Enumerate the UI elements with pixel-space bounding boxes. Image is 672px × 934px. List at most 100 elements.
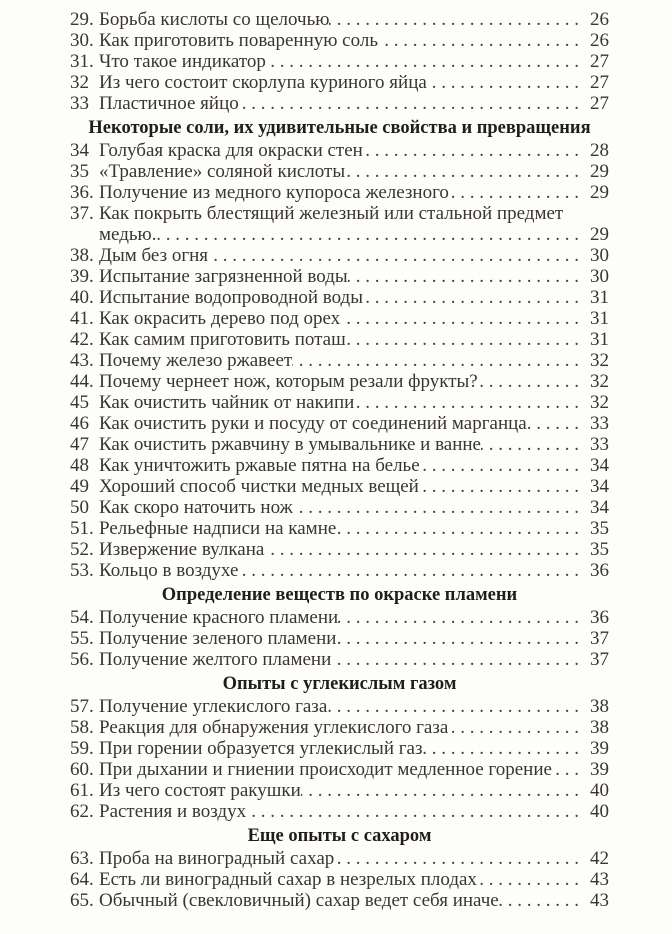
dot-leader — [327, 696, 582, 717]
toc-entry: 57.Получение углекислого газа 38 — [70, 696, 609, 717]
toc-entry-number: 55. — [70, 628, 94, 649]
toc-section: Определение веществ по окраске пламени 54… — [70, 585, 609, 670]
toc-entry-page: 35 — [590, 539, 609, 560]
toc-entry-number: 46 — [70, 413, 89, 434]
toc-entry-title: Почему чернеет нож, которым резали фрукт… — [99, 371, 478, 392]
dot-leader — [354, 392, 582, 413]
dot-leader — [338, 607, 582, 628]
dot-leader — [246, 801, 582, 822]
toc-entry-page: 33 — [590, 413, 609, 434]
dot-leader — [481, 434, 582, 455]
toc-entry-page: 38 — [590, 696, 609, 717]
toc-entry-title: Извержение вулкана — [99, 539, 265, 560]
dot-leader — [527, 413, 582, 434]
dot-leader — [336, 518, 582, 539]
toc-entry-title: Как очистить руки и посуду от соединений… — [99, 413, 527, 434]
toc-entry-page: 26 — [590, 9, 609, 30]
toc-section: Еще опыты с сахаром 63. Проба на виноградн… — [70, 826, 609, 911]
dot-leader — [449, 182, 582, 203]
toc-entry-page: 27 — [590, 93, 609, 114]
toc-entry: 48 Как уничтожить ржавые пятна на белье 34 — [70, 455, 609, 476]
toc-entry: 65. Обычный (свекловичный) сахар ведет се… — [70, 890, 609, 911]
dot-leader — [477, 869, 582, 890]
toc-entry-number: 50 — [70, 497, 89, 518]
toc-entry-number: 56. — [70, 649, 94, 670]
dot-leader — [329, 9, 582, 30]
dot-leader — [422, 738, 582, 759]
dot-leader — [334, 848, 582, 869]
toc-entry-page: 29 — [590, 161, 609, 182]
toc-entry-page: 37 — [590, 649, 609, 670]
toc-entry: 59. При горении образуется углекислый газ… — [70, 738, 609, 759]
toc-entry-title: Как уничтожить ржавые пятна на белье — [99, 455, 420, 476]
toc-entry-title: Получение углекислого газа — [99, 696, 328, 717]
toc-entry-page: 27 — [590, 72, 609, 93]
toc-entry-page: 29 — [590, 224, 609, 245]
toc-entry-number: 29. — [70, 9, 94, 30]
toc-entry-number: 61. — [70, 780, 94, 801]
toc-entry-page: 30 — [590, 245, 609, 266]
toc-entry-page: 40 — [590, 801, 609, 822]
toc-entry-title: При горении образуется углекислый газ — [99, 738, 423, 759]
toc-entry-page: 30 — [590, 266, 609, 287]
dot-leader — [363, 287, 582, 308]
toc-entry-title: Пластичное яйцо — [99, 93, 239, 114]
toc-entry: 29.Борьба кислоты со щелочью 26 — [70, 9, 609, 30]
section-header: Некоторые соли, их удивительные свойства… — [88, 118, 591, 138]
toc-entry-number: 53. — [70, 560, 94, 581]
toc-entry-title: Из чего состоит скорлупа куриного яйца — [99, 72, 427, 93]
toc-entry: 42.Как самим приготовить поташ 31 — [70, 329, 609, 350]
toc-entry-title: Кольцо в воздухе — [99, 560, 239, 581]
toc-entry-number: 45 — [70, 392, 89, 413]
toc-entry: 30.Как приготовить поваренную соль 26 — [70, 30, 609, 51]
toc-entry: 52.Извержение вулкана 35 — [70, 539, 609, 560]
toc-entry-number: 43. — [70, 350, 94, 371]
dot-leader — [266, 51, 582, 72]
dot-leader — [345, 161, 582, 182]
toc-entry-title: Испытание загрязненной воды — [99, 266, 348, 287]
toc-entry: 47 Как очистить ржавчину в умывальнике и … — [70, 434, 609, 455]
toc-entry-page: 42 — [590, 848, 609, 869]
toc-entry: 44. Почему чернеет нож, которым резали фр… — [70, 371, 609, 392]
dot-leader — [448, 717, 582, 738]
toc-entry-number: 36. — [70, 182, 94, 203]
dot-leader — [301, 780, 582, 801]
toc-entry: 50 Как скоро наточить нож 34 — [70, 497, 609, 518]
toc-entry-number: 33 — [70, 93, 89, 114]
toc-entry-number: 38. — [70, 245, 94, 266]
toc-entry-number: 54. — [70, 607, 94, 628]
toc-entry-title: Обычный (свекловичный) сахар ведет себя … — [99, 890, 499, 911]
toc-section: Опыты с углекислым газом 57. Получение угл… — [70, 674, 609, 822]
toc-entry-page: 34 — [590, 455, 609, 476]
toc-entry-title: Как окрасить дерево под орех — [99, 308, 341, 329]
toc-entry-page: 40 — [590, 780, 609, 801]
section-header: Опыты с углекислым газом — [222, 674, 457, 694]
toc-entry: 56.Получение желтого пламени 37 — [70, 649, 609, 670]
toc-entry-page: 43 — [590, 890, 609, 911]
toc-entry-number: 39. — [70, 266, 94, 287]
toc-entry: 58. Реакция для обнаружения углекислого г… — [70, 717, 609, 738]
dot-leader — [478, 371, 582, 392]
dot-leader — [264, 539, 582, 560]
toc-section: 29.Борьба кислоты со щелочью2630.Как при… — [70, 9, 609, 114]
toc-entry-title: Как очистить ржавчину в умывальнике и ва… — [99, 434, 481, 455]
toc-entry-page: 36 — [590, 607, 609, 628]
dot-leader — [346, 329, 582, 350]
toc-entry-title: Как покрыть блестящий железный или сталь… — [99, 203, 564, 224]
toc-entry: 43.Почему железо ржавеет 32 — [70, 350, 609, 371]
toc-entry-page: 31 — [590, 329, 609, 350]
dot-leader — [420, 455, 582, 476]
toc-entry-title: Получение из медного купороса железного — [99, 182, 449, 203]
toc-entry-page: 37 — [590, 628, 609, 649]
dot-leader — [340, 308, 582, 329]
toc-entry: 46 Как очистить руки и посуду от соединен… — [70, 413, 609, 434]
toc-entry-number: 44. — [70, 371, 94, 392]
toc-entry: 34 Голубая краска для окраски стен 28 — [70, 140, 609, 161]
dot-leader — [336, 628, 582, 649]
toc-entry-number: 31. — [70, 51, 94, 72]
toc-entry-page: 32 — [590, 371, 609, 392]
toc-entry-page: 29 — [590, 182, 609, 203]
dot-leader — [427, 72, 582, 93]
toc-entry: 32 Из чего состоит скорлупа куриного яйца… — [70, 72, 609, 93]
